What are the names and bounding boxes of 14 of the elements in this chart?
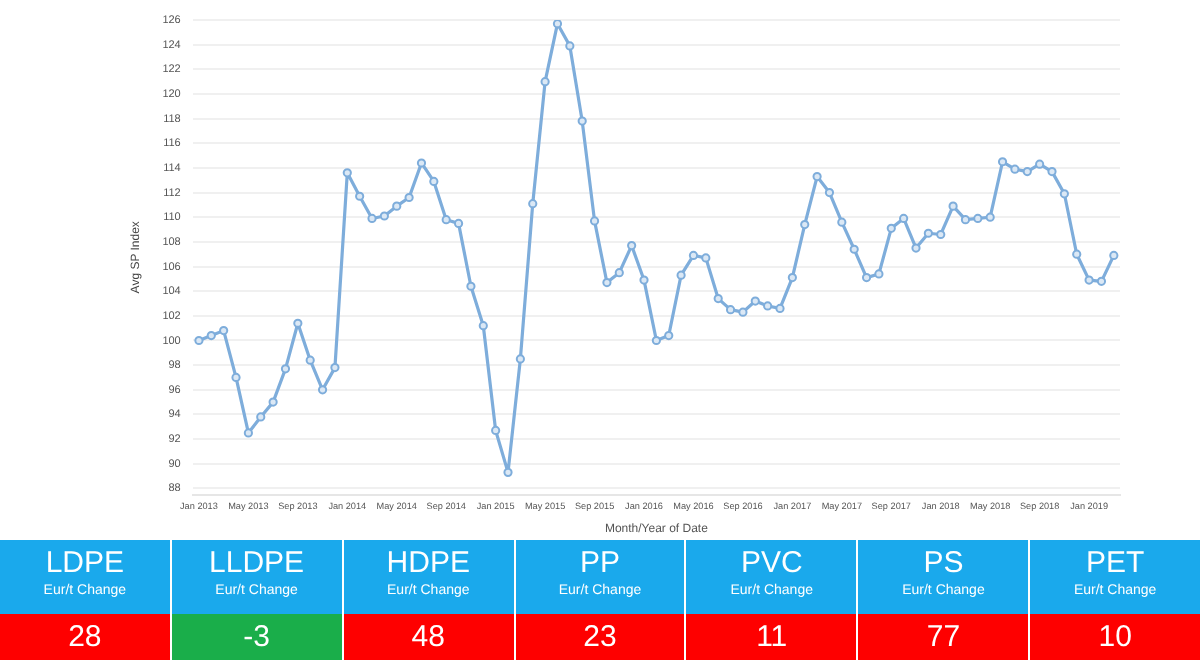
text: -3 bbox=[171, 614, 342, 660]
text: 48 bbox=[343, 614, 514, 660]
text: PET bbox=[1083, 544, 1147, 580]
text: 23 bbox=[515, 614, 685, 660]
text: PP bbox=[578, 544, 623, 580]
text: 11 bbox=[686, 614, 857, 660]
text: HDPE bbox=[384, 544, 472, 580]
text: PVC bbox=[738, 544, 805, 580]
text: LLDPE bbox=[207, 544, 307, 580]
text: PS bbox=[921, 544, 966, 580]
text: 10 bbox=[1030, 614, 1200, 660]
text: LDPE bbox=[43, 544, 127, 580]
text: 28 bbox=[0, 614, 170, 660]
text: 77 bbox=[858, 614, 1029, 660]
